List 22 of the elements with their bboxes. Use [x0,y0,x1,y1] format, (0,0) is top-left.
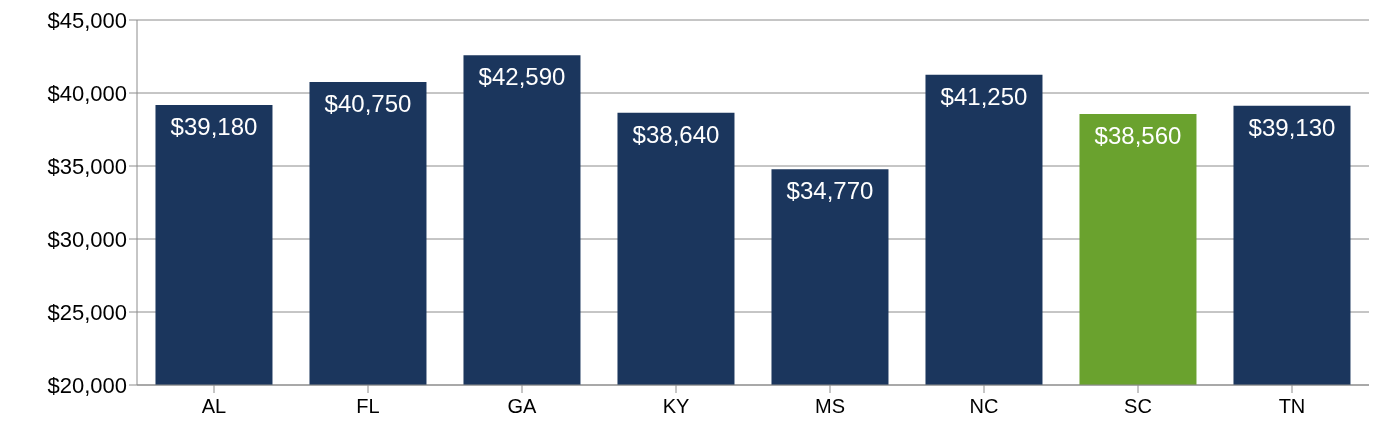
y-tick-label: $40,000 [47,80,127,106]
data-label: $38,640 [632,120,720,148]
x-tick-label: TN [1278,395,1306,418]
data-label: $42,590 [478,63,566,91]
x-tick-label: MS [815,395,845,418]
x-tick-label: FL [356,395,380,418]
x-tick-label: NC [969,395,999,418]
data-label: $41,250 [940,82,1028,110]
data-label: $40,750 [324,90,412,118]
data-label: $38,560 [1094,122,1182,150]
data-label: $39,180 [170,112,258,140]
y-tick-label: $25,000 [47,299,127,325]
x-tick-label: SC [1124,395,1152,418]
x-tick-label: GA [507,395,538,418]
data-label: $34,770 [786,177,874,205]
y-tick-label: $35,000 [47,153,127,179]
x-tick-label: AL [201,395,227,418]
x-tick-label: KY [662,395,690,418]
data-label: $39,130 [1248,113,1336,141]
y-tick-label: $20,000 [47,372,127,398]
y-tick-label: $30,000 [47,226,127,252]
y-tick-label: $45,000 [47,7,127,33]
